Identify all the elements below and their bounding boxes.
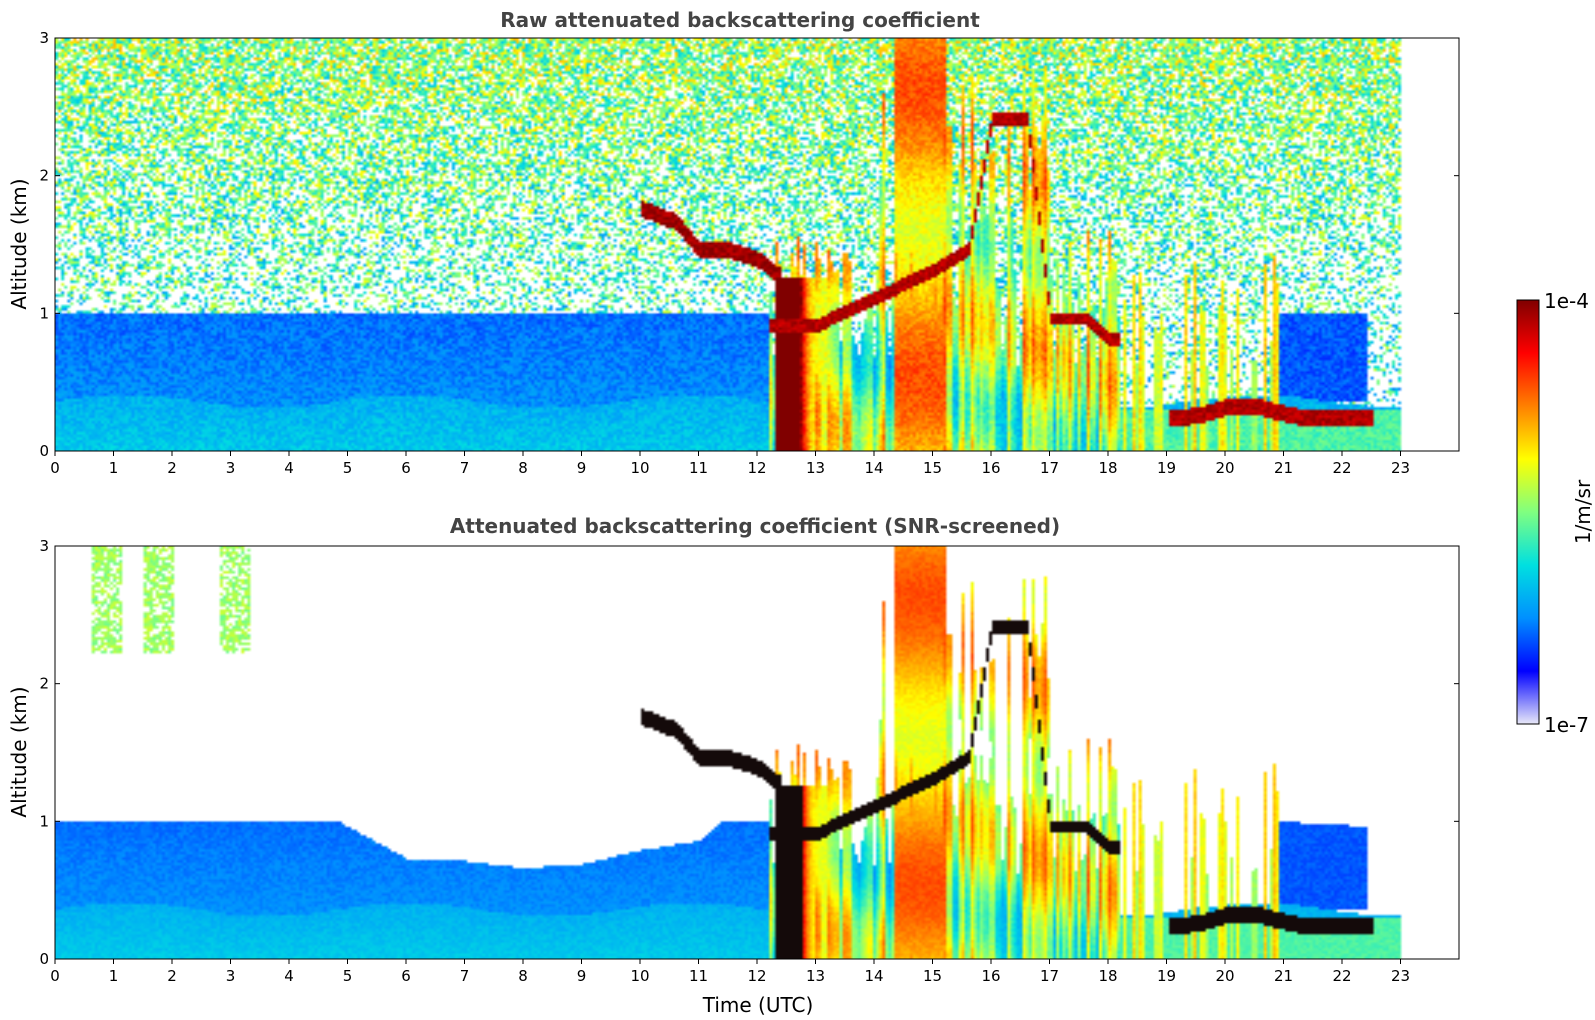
x-tick-label: 11 — [689, 967, 708, 985]
colorbar-unit-label: 1/m/sr — [1571, 479, 1595, 544]
x-tick-label: 7 — [460, 459, 470, 477]
panel-screened: Attenuated backscattering coefficient (S… — [7, 514, 1460, 1017]
x-tick-label: 10 — [630, 967, 649, 985]
x-tick-label: 9 — [577, 459, 587, 477]
panel-raw-y-axis: 0 1 2 3 — [39, 29, 1459, 460]
y-tick-label: 0 — [39, 442, 49, 460]
x-tick-label: 18 — [1098, 967, 1117, 985]
x-tick-label: 15 — [923, 459, 942, 477]
colorbar-min-label: 1e-7 — [1544, 713, 1589, 737]
y-tick-label: 3 — [39, 29, 49, 47]
panel-raw-title: Raw attenuated backscattering coefficien… — [500, 8, 980, 32]
panel-screened-title: Attenuated backscattering coefficient (S… — [450, 514, 1060, 538]
x-tick-label: 2 — [167, 967, 177, 985]
x-tick-label: 13 — [806, 967, 825, 985]
x-tick-label: 17 — [1040, 459, 1059, 477]
x-tick-label: 23 — [1391, 967, 1410, 985]
x-tick-label: 4 — [284, 459, 294, 477]
panel-raw-x-axis: 0 1 2 3 4 5 6 7 8 9 10 11 12 13 14 15 16 17 18 19 20 21 22 23 — [50, 451, 1410, 477]
panel-raw-heatmap — [55, 38, 1459, 451]
x-tick-label: 14 — [864, 967, 883, 985]
x-tick-label: 2 — [167, 459, 177, 477]
x-tick-label: 3 — [226, 967, 236, 985]
panel-screened-heatmap — [55, 546, 1459, 959]
x-tick-label: 18 — [1098, 459, 1117, 477]
x-tick-label: 4 — [284, 967, 294, 985]
x-tick-label: 7 — [460, 967, 470, 985]
x-tick-label: 12 — [747, 967, 766, 985]
x-tick-label: 21 — [1274, 967, 1293, 985]
panel-screened-ylabel: Altitude (km) — [7, 686, 31, 817]
x-tick-label: 5 — [343, 967, 353, 985]
y-tick-label: 1 — [39, 304, 49, 322]
x-tick-label: 5 — [343, 459, 353, 477]
x-tick-label: 0 — [50, 459, 60, 477]
x-tick-label: 13 — [806, 459, 825, 477]
x-tick-label: 19 — [1157, 967, 1176, 985]
x-tick-label: 14 — [864, 459, 883, 477]
x-tick-label: 3 — [226, 459, 236, 477]
x-tick-label: 8 — [518, 967, 528, 985]
y-tick-label: 0 — [39, 950, 49, 968]
x-tick-label: 12 — [747, 459, 766, 477]
x-tick-label: 10 — [630, 459, 649, 477]
x-tick-label: 23 — [1391, 459, 1410, 477]
x-tick-label: 19 — [1157, 459, 1176, 477]
x-tick-label: 1 — [109, 459, 119, 477]
x-tick-label: 0 — [50, 967, 60, 985]
x-tick-label: 20 — [1215, 459, 1234, 477]
x-tick-label: 8 — [518, 459, 528, 477]
x-tick-label: 11 — [689, 459, 708, 477]
x-tick-label: 16 — [981, 459, 1000, 477]
heatmap-raw-image — [55, 38, 1459, 451]
x-tick-label: 17 — [1040, 967, 1059, 985]
colorbar: 1e-4 1e-7 1/m/sr — [1516, 289, 1595, 737]
y-tick-label: 2 — [39, 675, 49, 693]
colorbar-max-label: 1e-4 — [1544, 289, 1589, 313]
x-tick-label: 9 — [577, 967, 587, 985]
y-tick-label: 2 — [39, 167, 49, 185]
panel-screened-x-axis: 0 1 2 3 4 5 6 7 8 9 10 11 12 13 14 15 16 17 18 19 20 21 22 23 — [50, 959, 1410, 985]
colorbar-gradient — [1516, 299, 1540, 725]
x-tick-label: 20 — [1215, 967, 1234, 985]
x-tick-label: 6 — [401, 459, 411, 477]
x-tick-label: 16 — [981, 967, 1000, 985]
panel-screened-xlabel: Time (UTC) — [702, 993, 814, 1017]
x-tick-label: 22 — [1332, 459, 1351, 477]
x-tick-label: 6 — [401, 967, 411, 985]
x-tick-label: 21 — [1274, 459, 1293, 477]
panel-raw-ylabel: Altitude (km) — [7, 178, 31, 309]
x-tick-label: 22 — [1332, 967, 1351, 985]
heatmap-screened-image — [55, 546, 1459, 959]
x-tick-label: 1 — [109, 967, 119, 985]
y-tick-label: 3 — [39, 537, 49, 555]
panel-screened-y-axis: 0 1 2 3 — [39, 537, 1459, 968]
y-tick-label: 1 — [39, 812, 49, 830]
panel-raw: Raw attenuated backscattering coefficien… — [7, 8, 1460, 477]
x-tick-label: 15 — [923, 967, 942, 985]
